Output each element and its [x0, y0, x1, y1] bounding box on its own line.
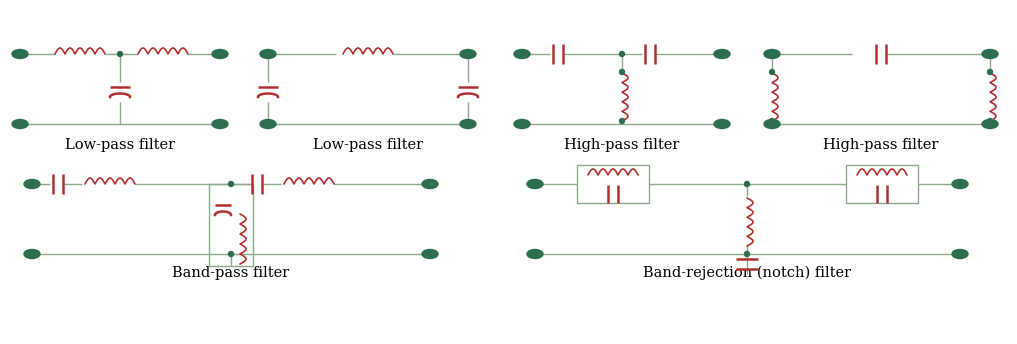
Circle shape: [988, 52, 993, 56]
Ellipse shape: [422, 180, 438, 189]
Ellipse shape: [212, 50, 228, 58]
Text: Band-pass filter: Band-pass filter: [172, 266, 290, 280]
Ellipse shape: [527, 180, 543, 189]
Ellipse shape: [12, 119, 28, 129]
Ellipse shape: [982, 119, 998, 129]
Circle shape: [265, 121, 271, 127]
Circle shape: [744, 251, 750, 257]
Circle shape: [744, 182, 750, 186]
Circle shape: [619, 69, 624, 75]
Ellipse shape: [714, 119, 730, 129]
Ellipse shape: [952, 180, 968, 189]
Ellipse shape: [260, 50, 276, 58]
Ellipse shape: [24, 180, 40, 189]
Circle shape: [229, 251, 234, 257]
Ellipse shape: [12, 50, 28, 58]
Ellipse shape: [764, 119, 780, 129]
Bar: [210, 184, 253, 266]
Ellipse shape: [514, 119, 530, 129]
Ellipse shape: [764, 50, 780, 58]
Ellipse shape: [422, 249, 438, 258]
Text: High-pass filter: High-pass filter: [564, 138, 679, 152]
Text: Band-rejection (notch) filter: Band-rejection (notch) filter: [644, 266, 851, 280]
Circle shape: [619, 52, 624, 56]
Circle shape: [770, 121, 775, 127]
Text: Low-pass filter: Low-pass filter: [313, 138, 423, 152]
Bar: [846, 165, 918, 203]
Ellipse shape: [260, 119, 276, 129]
Bar: [577, 165, 649, 203]
Circle shape: [770, 69, 775, 75]
Circle shape: [770, 52, 775, 56]
Circle shape: [466, 52, 471, 56]
Circle shape: [988, 69, 993, 75]
Ellipse shape: [212, 119, 228, 129]
Ellipse shape: [982, 50, 998, 58]
Ellipse shape: [714, 50, 730, 58]
Text: High-pass filter: High-pass filter: [824, 138, 939, 152]
Ellipse shape: [527, 249, 543, 258]
Circle shape: [265, 52, 271, 56]
Circle shape: [988, 118, 993, 123]
Circle shape: [466, 121, 471, 127]
Circle shape: [988, 121, 993, 127]
Circle shape: [770, 118, 775, 123]
Ellipse shape: [460, 119, 476, 129]
Ellipse shape: [460, 50, 476, 58]
Text: Low-pass filter: Low-pass filter: [65, 138, 175, 152]
Circle shape: [118, 52, 122, 56]
Circle shape: [229, 182, 234, 186]
Ellipse shape: [24, 249, 40, 258]
Circle shape: [619, 118, 624, 123]
Ellipse shape: [514, 50, 530, 58]
Ellipse shape: [952, 249, 968, 258]
